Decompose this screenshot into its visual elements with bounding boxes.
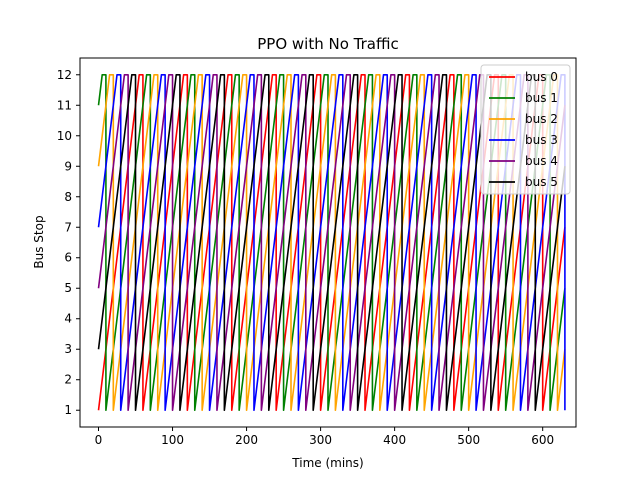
- x-tick-label: 600: [531, 433, 554, 447]
- y-tick-label: 3: [64, 342, 72, 356]
- x-tick-label: 100: [161, 433, 184, 447]
- y-tick-label: 7: [64, 220, 72, 234]
- y-tick-label: 8: [64, 190, 72, 204]
- legend-label: bus 5: [525, 175, 558, 189]
- legend-label: bus 3: [525, 133, 558, 147]
- x-axis: 0 100 200 300 400 500 600: [95, 427, 554, 447]
- x-axis-label: Time (mins): [291, 456, 363, 470]
- legend-label: bus 0: [525, 70, 558, 84]
- y-tick-label: 2: [64, 373, 72, 387]
- y-tick-label: 4: [64, 312, 72, 326]
- x-tick-label: 400: [383, 433, 406, 447]
- y-tick-label: 12: [57, 68, 72, 82]
- x-tick-label: 0: [95, 433, 103, 447]
- x-tick-label: 200: [235, 433, 258, 447]
- x-tick-label: 300: [309, 433, 332, 447]
- y-tick-label: 5: [64, 281, 72, 295]
- legend-label: bus 2: [525, 112, 558, 126]
- y-tick-label: 1: [64, 403, 72, 417]
- legend: bus 0 bus 1 bus 2 bus 3 bus 4 bus 5: [480, 64, 571, 195]
- y-tick-label: 10: [57, 129, 72, 143]
- y-tick-label: 6: [64, 251, 72, 265]
- y-tick-label: 9: [64, 159, 72, 173]
- y-axis-label: Bus Stop: [32, 215, 46, 268]
- series-line-bus-2: [97, 73, 566, 412]
- x-tick-label: 500: [457, 433, 480, 447]
- chart-title: PPO with No Traffic: [257, 35, 399, 53]
- legend-label: bus 4: [525, 154, 558, 168]
- series-line-bus-4: [97, 73, 566, 412]
- series-line-bus-3: [97, 73, 566, 412]
- legend-label: bus 1: [525, 91, 558, 105]
- y-tick-label: 11: [57, 98, 72, 112]
